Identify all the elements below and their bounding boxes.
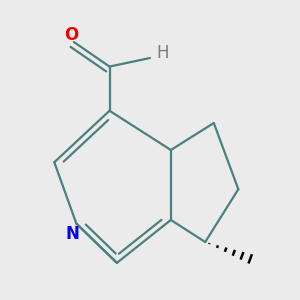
Text: H: H (156, 44, 169, 62)
Text: O: O (64, 26, 79, 44)
Text: N: N (65, 225, 80, 243)
